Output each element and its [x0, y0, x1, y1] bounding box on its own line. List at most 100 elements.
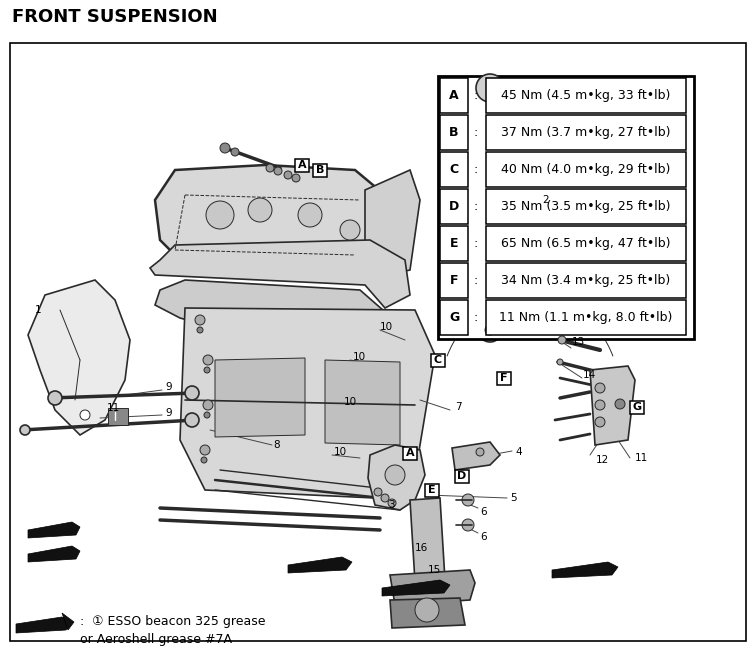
Circle shape: [231, 148, 239, 156]
Circle shape: [201, 457, 207, 463]
Text: 10: 10: [334, 447, 347, 457]
Circle shape: [557, 359, 563, 365]
Text: D: D: [457, 471, 466, 481]
Circle shape: [20, 425, 30, 435]
Polygon shape: [28, 280, 130, 435]
Text: 10: 10: [380, 322, 393, 332]
Circle shape: [200, 445, 210, 455]
Circle shape: [203, 400, 213, 410]
Circle shape: [292, 174, 300, 182]
Circle shape: [558, 336, 566, 344]
Circle shape: [204, 412, 210, 418]
Text: C: C: [434, 355, 442, 365]
Text: 3: 3: [388, 500, 395, 510]
Polygon shape: [590, 366, 635, 445]
Circle shape: [197, 327, 203, 333]
Text: 7: 7: [455, 402, 462, 412]
Bar: [440, 78, 468, 113]
Polygon shape: [390, 570, 475, 605]
Polygon shape: [180, 308, 435, 498]
Polygon shape: [62, 613, 74, 630]
Circle shape: [298, 203, 322, 227]
Bar: [455, 470, 469, 482]
Text: B: B: [449, 126, 459, 139]
Text: B: B: [316, 165, 324, 175]
Circle shape: [462, 494, 474, 506]
Circle shape: [595, 417, 605, 427]
Circle shape: [595, 400, 605, 410]
Polygon shape: [552, 562, 618, 578]
Polygon shape: [150, 240, 410, 308]
Text: G: G: [449, 311, 459, 324]
Text: 12: 12: [596, 455, 609, 465]
Bar: [486, 152, 686, 187]
Circle shape: [340, 220, 360, 240]
Text: FRONT SUSPENSION: FRONT SUSPENSION: [12, 8, 218, 26]
Bar: [630, 401, 644, 413]
Bar: [486, 115, 686, 150]
Text: 2: 2: [542, 195, 549, 205]
Circle shape: [478, 318, 502, 342]
Circle shape: [595, 383, 605, 393]
Text: 45 Nm (4.5 m•kg, 33 ft•lb): 45 Nm (4.5 m•kg, 33 ft•lb): [501, 89, 671, 102]
Bar: [438, 76, 694, 339]
Circle shape: [485, 325, 495, 335]
Text: 13: 13: [572, 337, 585, 347]
Text: 1: 1: [35, 305, 42, 315]
Text: F: F: [450, 274, 458, 287]
Circle shape: [204, 367, 210, 373]
Circle shape: [274, 167, 282, 175]
Bar: [478, 90, 502, 145]
Text: :  ① ESSO beacon 325 grease: : ① ESSO beacon 325 grease: [80, 615, 265, 629]
Polygon shape: [382, 580, 450, 596]
Text: 16: 16: [415, 543, 428, 553]
Text: :: :: [474, 126, 478, 139]
Polygon shape: [155, 280, 415, 380]
Text: 11 Nm (1.1 m•kg, 8.0 ft•lb): 11 Nm (1.1 m•kg, 8.0 ft•lb): [499, 311, 673, 324]
Circle shape: [266, 164, 274, 172]
Polygon shape: [365, 170, 420, 280]
Polygon shape: [368, 445, 425, 510]
Text: 5: 5: [510, 493, 516, 503]
Text: 11: 11: [635, 453, 648, 463]
Circle shape: [284, 171, 292, 179]
Text: 6: 6: [480, 507, 487, 517]
Circle shape: [80, 410, 90, 420]
Polygon shape: [28, 522, 80, 538]
Text: G: G: [633, 402, 642, 412]
Bar: [486, 263, 686, 298]
Text: 35 Nm (3.5 m•kg, 25 ft•lb): 35 Nm (3.5 m•kg, 25 ft•lb): [501, 200, 671, 213]
Bar: [440, 152, 468, 187]
Text: 14: 14: [583, 370, 596, 380]
Polygon shape: [410, 498, 445, 582]
Circle shape: [374, 488, 382, 496]
Circle shape: [476, 74, 504, 102]
Text: :: :: [474, 237, 478, 250]
Text: 4: 4: [515, 447, 522, 457]
Text: F: F: [500, 373, 508, 383]
Circle shape: [220, 143, 230, 153]
Text: :: :: [474, 311, 478, 324]
Circle shape: [195, 315, 205, 325]
Bar: [440, 263, 468, 298]
Text: D: D: [449, 200, 459, 213]
Bar: [497, 371, 511, 385]
Circle shape: [415, 598, 439, 622]
Text: 65 Nm (6.5 m•kg, 47 ft•lb): 65 Nm (6.5 m•kg, 47 ft•lb): [501, 237, 671, 250]
Polygon shape: [215, 358, 305, 437]
Text: 37 Nm (3.7 m•kg, 27 ft•lb): 37 Nm (3.7 m•kg, 27 ft•lb): [501, 126, 671, 139]
Text: 6: 6: [480, 532, 487, 542]
Polygon shape: [16, 617, 72, 633]
Circle shape: [385, 465, 405, 485]
Text: A: A: [406, 448, 414, 458]
Bar: [440, 300, 468, 335]
Circle shape: [185, 386, 199, 400]
Circle shape: [462, 519, 474, 531]
Circle shape: [248, 198, 272, 222]
Text: A: A: [298, 160, 306, 170]
Circle shape: [388, 499, 396, 507]
Text: :: :: [474, 163, 478, 176]
Polygon shape: [390, 598, 465, 628]
Text: 40 Nm (4.0 m•kg, 29 ft•lb): 40 Nm (4.0 m•kg, 29 ft•lb): [501, 163, 671, 176]
Text: 10: 10: [344, 397, 357, 407]
